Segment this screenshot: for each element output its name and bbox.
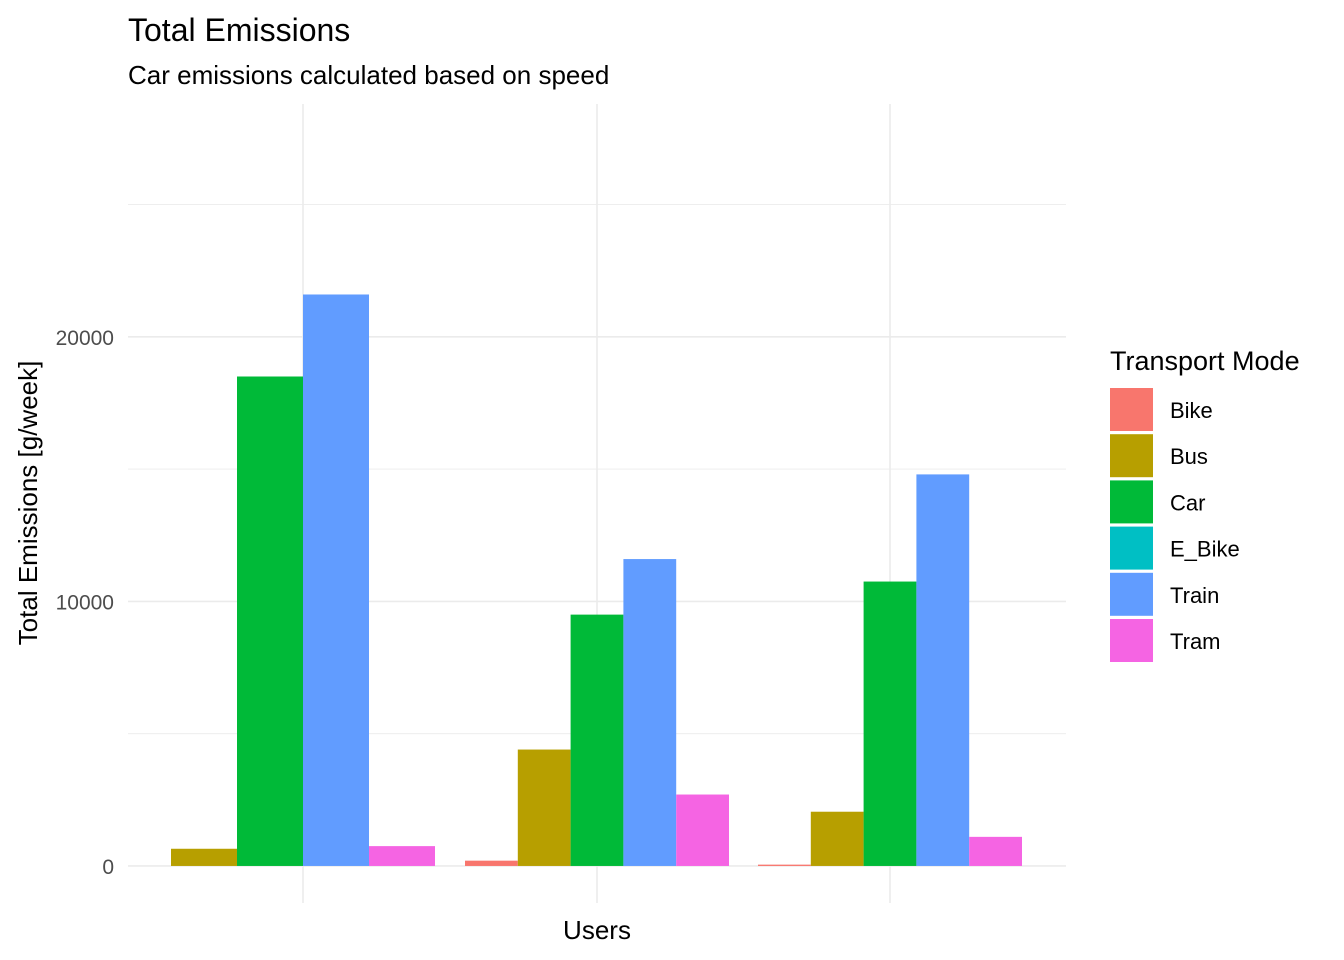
bar-car	[237, 376, 303, 866]
y-axis-title: Total Emissions [g/week]	[13, 361, 43, 646]
bar-bus	[171, 848, 237, 866]
bar-tram	[676, 794, 729, 866]
legend-key-tram	[1110, 619, 1153, 662]
bar-train	[623, 559, 677, 866]
chart-title: Total Emissions	[128, 12, 350, 48]
legend-title: Transport Mode	[1110, 346, 1300, 376]
legend-key-bike	[1110, 388, 1153, 431]
bar-train	[303, 294, 369, 866]
legend: Transport Mode Bike Bus Car E_Bike Train Tram	[1110, 346, 1300, 662]
legend-label: Bus	[1170, 444, 1208, 469]
x-axis-title: Users	[563, 915, 631, 945]
legend-key-bus	[1110, 434, 1153, 478]
chart-subtitle: Car emissions calculated based on speed	[128, 60, 609, 90]
bar-tram	[369, 846, 435, 866]
bar-bike	[465, 860, 518, 866]
legend-items: Bike Bus Car E_Bike Train Tram	[1110, 388, 1240, 662]
bar-train	[916, 474, 970, 866]
legend-label: Car	[1170, 490, 1205, 515]
bars	[171, 294, 1022, 866]
bar-bike	[758, 864, 811, 866]
bar-bus	[517, 749, 571, 866]
legend-key-train	[1110, 572, 1153, 616]
legend-label: Bike	[1170, 398, 1213, 423]
bar-car	[863, 581, 917, 866]
bar-bus	[810, 811, 864, 866]
y-tick-label: 0	[102, 856, 114, 879]
legend-label: Train	[1170, 583, 1219, 608]
legend-key-e-bike	[1110, 526, 1153, 570]
legend-label: Tram	[1170, 629, 1221, 654]
legend-label: E_Bike	[1170, 537, 1240, 562]
bar-car	[570, 614, 624, 866]
y-axis-ticks: 0 10000 20000	[56, 327, 114, 879]
y-tick-label: 20000	[56, 327, 114, 350]
bar-tram	[969, 836, 1022, 866]
legend-key-car	[1110, 480, 1153, 524]
y-tick-label: 10000	[56, 591, 114, 614]
